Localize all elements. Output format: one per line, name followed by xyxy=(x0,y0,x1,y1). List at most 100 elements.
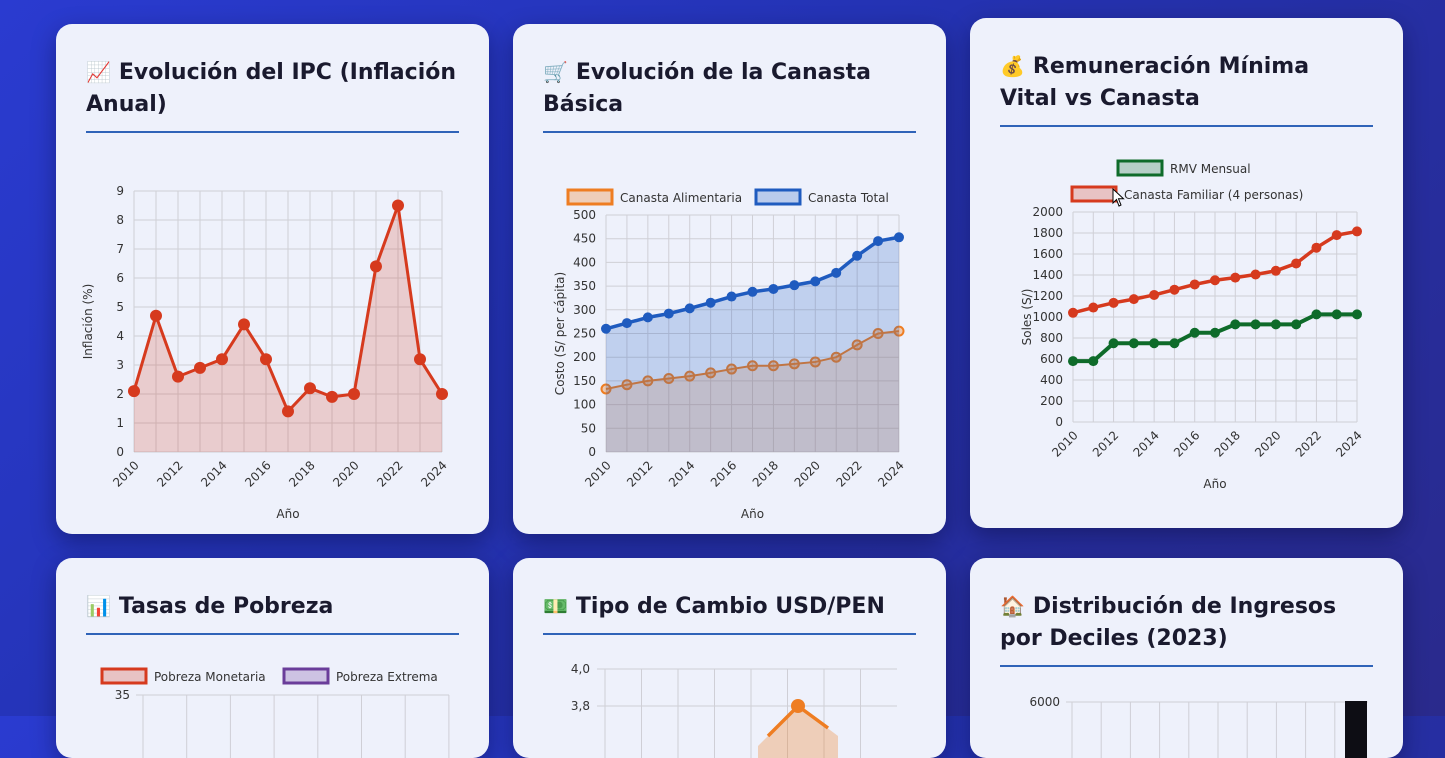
y-tick-label: 3,8 xyxy=(571,699,590,713)
y-tick-label: 0 xyxy=(116,445,124,459)
x-tick-label: 2014 xyxy=(666,458,697,489)
y-tick-label: 6000 xyxy=(1029,695,1060,709)
legend-swatch xyxy=(100,667,148,685)
y-tick-label: 4 xyxy=(116,329,124,343)
data-point xyxy=(894,232,904,243)
bar xyxy=(1345,701,1367,758)
data-point xyxy=(809,356,821,368)
legend-label: Pobreza Monetaria xyxy=(154,670,266,684)
y-tick-label: 2000 xyxy=(1032,205,1063,219)
x-tick-label: 2010 xyxy=(582,458,613,489)
data-point xyxy=(392,199,404,212)
rmv-card: 💰 Remuneración Mínima Vital vs Canasta RM… xyxy=(970,18,1403,528)
data-point xyxy=(1128,338,1139,349)
data-point xyxy=(1352,309,1362,320)
data-point xyxy=(1291,319,1302,330)
x-tick-label: 2022 xyxy=(1293,428,1324,459)
tipo-cambio-chart: 4,0 3,8 xyxy=(571,662,897,758)
tipo-cambio-card: 💵 Tipo de Cambio USD/PEN 4,0 3,8 xyxy=(513,558,946,758)
pobreza-chart: Pobreza Monetaria Pobreza Extrema 35 xyxy=(100,667,450,758)
data-point xyxy=(1149,338,1160,349)
y-axis-label: Inflación (%) xyxy=(81,284,95,360)
data-point xyxy=(684,370,696,382)
data-point xyxy=(621,379,633,391)
x-tick-label: 2020 xyxy=(330,458,361,489)
x-tick-label: 2018 xyxy=(286,458,317,489)
data-point xyxy=(791,699,805,713)
x-tick-label: 2024 xyxy=(875,458,906,489)
x-tick-label: 2022 xyxy=(833,458,864,489)
series-area xyxy=(134,205,442,452)
data-point xyxy=(788,358,800,370)
data-point xyxy=(172,370,184,383)
y-tick-label: 1000 xyxy=(1032,310,1063,324)
data-point xyxy=(600,383,612,395)
x-tick-label: 2012 xyxy=(154,458,185,489)
x-axis-label: Año xyxy=(276,507,299,521)
data-point xyxy=(1230,319,1241,330)
data-point xyxy=(1189,327,1200,338)
y-tick-label: 3 xyxy=(116,358,124,372)
x-tick-label: 2014 xyxy=(198,458,229,489)
data-point xyxy=(663,308,674,319)
data-point xyxy=(601,323,611,334)
y-tick-label: 1800 xyxy=(1032,226,1063,240)
money-bag-icon: 💰 xyxy=(1000,54,1025,78)
data-point xyxy=(872,328,884,339)
data-point xyxy=(238,318,250,331)
dollar-banknote-icon: 💵 xyxy=(543,594,568,618)
y-tick-label: 9 xyxy=(116,184,124,198)
x-tick-label: 2012 xyxy=(624,458,655,489)
y-tick-label: 400 xyxy=(573,255,596,269)
data-point xyxy=(150,309,162,322)
y-tick-label: 600 xyxy=(1040,352,1063,366)
card-title: 💰 Remuneración Mínima Vital vs Canasta xyxy=(1000,50,1373,127)
data-point xyxy=(1169,284,1180,295)
legend-swatch xyxy=(1070,185,1118,203)
data-point xyxy=(873,236,884,247)
data-point xyxy=(1088,356,1099,367)
mouse-cursor-icon xyxy=(1112,188,1125,207)
data-point xyxy=(1250,319,1261,330)
data-point xyxy=(1250,269,1261,280)
legend-swatch xyxy=(566,188,614,206)
data-point xyxy=(621,318,632,329)
data-point xyxy=(436,388,448,400)
card-title: 💵 Tipo de Cambio USD/PEN xyxy=(543,590,916,635)
y-tick-label: 4,0 xyxy=(571,662,590,676)
data-point xyxy=(216,353,228,366)
y-tick-label: 7 xyxy=(116,242,124,256)
y-tick-label: 1200 xyxy=(1032,289,1063,303)
data-point xyxy=(348,388,360,400)
data-point xyxy=(810,276,821,287)
ipc-card: 📈 Evolución del IPC (Inflación Anual) 0 1 2… xyxy=(56,24,489,534)
data-point xyxy=(1311,242,1322,253)
bar-chart-icon: 📊 xyxy=(86,594,111,618)
data-point xyxy=(1128,294,1139,305)
data-point xyxy=(830,351,842,363)
data-point xyxy=(789,280,800,291)
legend-label: Pobreza Extrema xyxy=(336,670,438,684)
data-point xyxy=(1108,297,1119,308)
data-point xyxy=(414,353,426,366)
data-point xyxy=(282,405,294,418)
y-tick-label: 500 xyxy=(573,208,596,222)
data-point xyxy=(260,353,272,366)
x-axis-label: Año xyxy=(741,507,764,521)
data-point xyxy=(128,385,140,398)
x-tick-label: 2016 xyxy=(242,458,273,489)
y-tick-label: 300 xyxy=(573,303,596,317)
data-point xyxy=(326,390,338,403)
data-point xyxy=(1068,356,1078,367)
data-point xyxy=(1311,309,1322,320)
x-tick-label: 2016 xyxy=(1171,428,1202,459)
card-title: 🛒 Evolución de la Canasta Básica xyxy=(543,56,916,133)
y-tick-label: 35 xyxy=(115,688,130,702)
chart-increasing-icon: 📈 xyxy=(86,60,111,84)
y-tick-label: 200 xyxy=(1040,394,1063,408)
legend-swatch xyxy=(1116,159,1164,177)
legend-swatch xyxy=(754,188,802,206)
data-point xyxy=(642,375,654,387)
data-point xyxy=(1291,258,1302,269)
data-point xyxy=(663,373,675,385)
